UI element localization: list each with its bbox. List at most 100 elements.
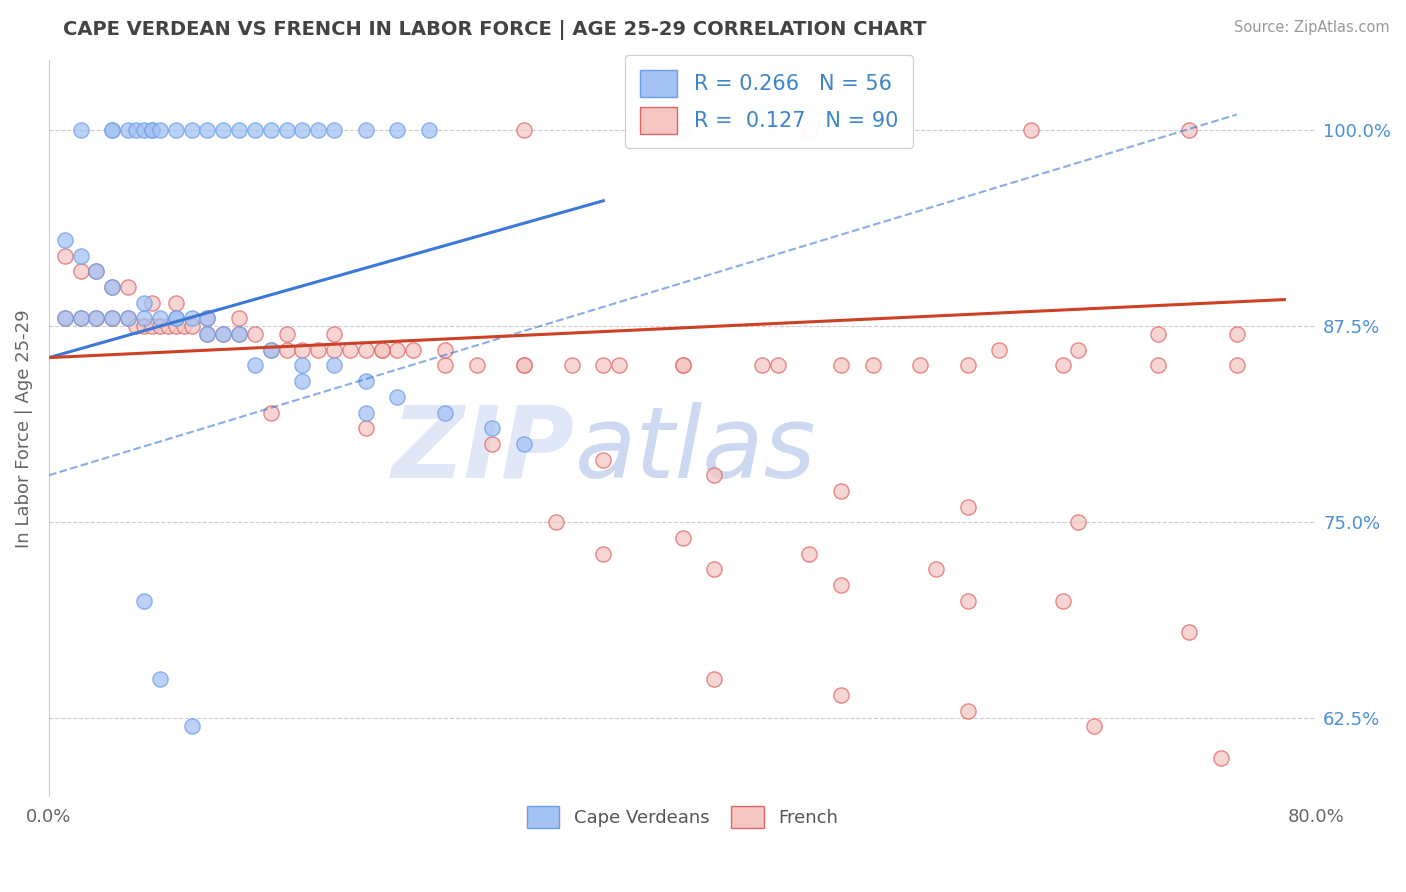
Point <box>165 311 187 326</box>
Point <box>671 359 693 373</box>
Point <box>1083 719 1105 733</box>
Point <box>260 343 283 357</box>
Text: CAPE VERDEAN VS FRENCH IN LABOR FORCE | AGE 25-29 CORRELATION CHART: CAPE VERDEAN VS FRENCH IN LABOR FORCE | … <box>63 20 927 39</box>
Point <box>276 327 298 342</box>
Point <box>799 547 821 561</box>
Point <box>1052 359 1074 373</box>
Point <box>291 343 314 357</box>
Point <box>433 359 456 373</box>
Point <box>402 343 425 357</box>
Point <box>1146 327 1168 342</box>
Point <box>125 319 148 334</box>
Point <box>370 343 392 357</box>
Point <box>165 123 187 137</box>
Point <box>339 343 361 357</box>
Point <box>195 123 218 137</box>
Point <box>592 359 614 373</box>
Point <box>323 359 346 373</box>
Point <box>149 672 172 686</box>
Point <box>323 343 346 357</box>
Point <box>149 311 172 326</box>
Point <box>481 437 503 451</box>
Point <box>387 123 409 137</box>
Point <box>149 123 172 137</box>
Point <box>86 264 108 278</box>
Point <box>291 123 314 137</box>
Point <box>703 468 725 483</box>
Point <box>117 311 139 326</box>
Point <box>180 123 202 137</box>
Point <box>1209 750 1232 764</box>
Point <box>165 311 187 326</box>
Point <box>830 578 852 592</box>
Point <box>544 516 567 530</box>
Point <box>1019 123 1042 137</box>
Point <box>53 311 76 326</box>
Text: ZIP: ZIP <box>392 401 575 499</box>
Point <box>766 359 789 373</box>
Point <box>212 327 235 342</box>
Point <box>799 123 821 137</box>
Point <box>307 343 329 357</box>
Point <box>69 264 91 278</box>
Point <box>418 123 440 137</box>
Y-axis label: In Labor Force | Age 25-29: In Labor Force | Age 25-29 <box>15 309 32 548</box>
Point <box>53 249 76 263</box>
Point <box>1226 359 1249 373</box>
Point <box>86 311 108 326</box>
Point <box>132 123 155 137</box>
Point <box>481 421 503 435</box>
Point <box>260 405 283 419</box>
Point <box>513 437 536 451</box>
Point <box>370 343 392 357</box>
Point <box>433 405 456 419</box>
Point <box>195 311 218 326</box>
Point <box>149 319 172 334</box>
Point <box>53 233 76 247</box>
Point <box>101 280 124 294</box>
Point <box>69 123 91 137</box>
Point <box>465 359 488 373</box>
Point <box>276 343 298 357</box>
Point <box>165 295 187 310</box>
Point <box>141 123 163 137</box>
Point <box>117 311 139 326</box>
Point <box>156 319 179 334</box>
Point <box>141 123 163 137</box>
Point <box>387 390 409 404</box>
Point <box>956 593 979 607</box>
Point <box>1067 343 1090 357</box>
Point <box>101 311 124 326</box>
Point <box>260 123 283 137</box>
Point <box>956 500 979 514</box>
Point <box>1178 625 1201 640</box>
Point <box>195 327 218 342</box>
Point <box>1067 516 1090 530</box>
Point <box>592 452 614 467</box>
Point <box>228 311 250 326</box>
Point <box>86 264 108 278</box>
Text: atlas: atlas <box>575 401 817 499</box>
Point <box>117 123 139 137</box>
Point <box>830 483 852 498</box>
Point <box>101 123 124 137</box>
Point <box>354 123 377 137</box>
Point <box>703 562 725 576</box>
Point <box>195 327 218 342</box>
Point <box>323 327 346 342</box>
Point <box>86 311 108 326</box>
Point <box>228 327 250 342</box>
Point <box>132 311 155 326</box>
Point <box>101 123 124 137</box>
Point <box>671 531 693 545</box>
Point <box>195 311 218 326</box>
Point <box>354 405 377 419</box>
Point <box>69 249 91 263</box>
Point <box>228 123 250 137</box>
Point <box>703 672 725 686</box>
Point <box>1226 327 1249 342</box>
Point <box>180 319 202 334</box>
Point <box>291 359 314 373</box>
Point <box>513 359 536 373</box>
Point <box>125 123 148 137</box>
